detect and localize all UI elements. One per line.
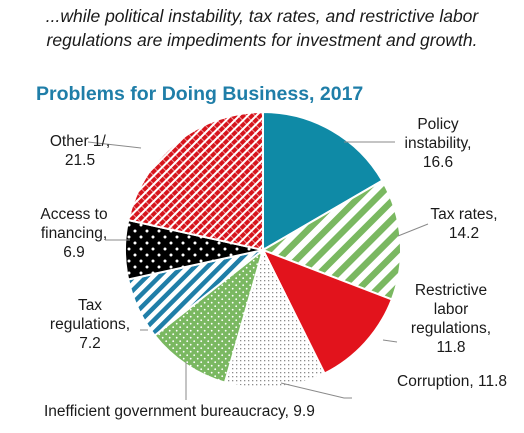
data-label-line: Tax	[77, 297, 103, 314]
data-label-line: regulations,	[49, 316, 131, 333]
data-label-line: Inefficient government bureaucracy, 9.9	[44, 403, 315, 420]
pie-slice-restrictive-labor	[260, 248, 394, 375]
data-label-line: regulations,	[410, 320, 492, 337]
data-label-line: 7.2	[79, 335, 101, 352]
data-label-access-financing: Access to financing, 6.9	[24, 205, 124, 262]
leader-line-other	[87, 141, 142, 149]
data-label-line: 16.6	[422, 154, 454, 171]
data-label-other: Other 1/, 21.5	[30, 132, 130, 170]
data-label-line: labor	[433, 301, 469, 318]
leader-line-corruption	[280, 382, 352, 399]
chart-subtitle: ...while political instability, tax rate…	[0, 4, 524, 52]
data-label-line: Access to	[40, 206, 108, 223]
pie-slice-policy-instability	[262, 110, 384, 252]
data-label-line: Restrictive	[414, 282, 488, 299]
subtitle-line-1: ...while political instability, tax rate…	[45, 6, 479, 26]
pie-slice-corruption	[223, 247, 326, 389]
subtitle-line-2: regulations are impediments for investme…	[46, 30, 478, 50]
chart-title: Problems for Doing Business, 2017	[36, 83, 364, 105]
data-label-restrictive-labor: Restrictive labor regulations, 11.8	[396, 281, 506, 357]
data-label-bureaucracy: Inefficient government bureaucracy, 9.9	[44, 402, 364, 421]
data-label-line: 21.5	[64, 152, 96, 169]
data-label-line: instability,	[404, 135, 472, 152]
data-label-line: 6.9	[63, 244, 85, 261]
leader-line-tax-rates	[397, 223, 429, 237]
data-label-tax-rates: Tax rates, 14.2	[420, 205, 508, 243]
data-label-line: Policy	[417, 116, 459, 133]
data-label-line: 11.8	[436, 339, 466, 356]
data-label-line: Tax rates,	[430, 206, 498, 223]
leader-line-restrictive-labor	[382, 339, 398, 343]
data-label-line: Other 1/,	[49, 133, 111, 150]
pie-slice-tax-rates	[260, 179, 402, 301]
data-label-line: financing,	[40, 225, 108, 242]
data-label-tax-regulations: Tax regulations, 7.2	[40, 296, 140, 353]
data-label-corruption: Corruption, 11.8	[357, 372, 507, 391]
data-label-line: Corruption, 11.8	[397, 373, 507, 390]
data-label-line: 14.2	[448, 225, 480, 242]
data-label-policy-instability: Policy instability, 16.6	[383, 115, 493, 172]
pie-slice-other	[127, 110, 264, 252]
